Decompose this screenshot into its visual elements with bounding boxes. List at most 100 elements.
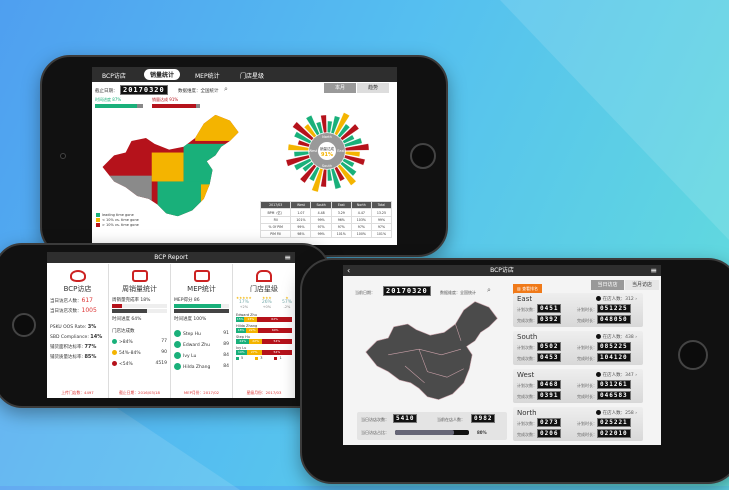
tab-today[interactable]: 当日访店 [591, 280, 624, 290]
star-person[interactable]: Hilda Zhang 18% 22% 60% [236, 324, 292, 333]
stores-rows: >84% 77 54%-84% 90 <54% 4519 [112, 339, 167, 367]
star-level: ★ 57% -2% [282, 296, 292, 309]
legend-label: leading time gone [102, 213, 134, 217]
tab-mep[interactable]: MEP统计 [195, 73, 220, 80]
tab-sales[interactable]: 销量统计 [144, 69, 181, 80]
stars-column[interactable]: 门店星级 ★★★★★ 17% +2% ★★★ 26% +0% ★ 57% -2% Edward … [233, 264, 295, 398]
visits-label: 当日访店次数： [361, 417, 389, 422]
avatar [174, 330, 181, 337]
home-button[interactable] [410, 143, 436, 169]
stores-row: 54%-84% 90 [112, 350, 167, 356]
radial-wedge[interactable] [344, 137, 363, 148]
star-person[interactable]: Step Hu 24% 22% 54% [236, 335, 292, 344]
radial-wedge[interactable] [327, 169, 333, 182]
bar-segment-3star: 23% [244, 317, 258, 322]
legend-label: 5 [241, 356, 244, 360]
radial-wedge[interactable] [293, 158, 312, 171]
weekly-column[interactable]: 周销量统计 周销量完成率 18% 时间进度 64% 门店达成数 >84% 77 54… [109, 264, 171, 398]
visits-value: 1005 [81, 307, 97, 314]
star-person[interactable]: Edward Zhu 15% 23% 62% [236, 313, 292, 322]
radial-wedge[interactable] [334, 166, 345, 182]
table-row: PIM Fill 98% 99% 101% 100% 101% [259, 230, 393, 238]
menu-icon[interactable]: ≡ [650, 266, 657, 275]
mep-person-row[interactable]: Ivy Lu 84 [174, 352, 229, 359]
tab-bcp-visit[interactable]: BCP访店 [102, 73, 126, 80]
radial-wedge[interactable] [330, 115, 341, 134]
mep-column[interactable]: MEP统计 MEP得分 86 时间进度 100% Step Hu 91 Edward… [171, 264, 233, 398]
date-label: 截止日期： [95, 89, 118, 94]
table-cell: 13.25 [370, 208, 393, 217]
region-card[interactable]: West 在店人数：347 › 计划次数： 0468 完成次数： 0391 计划… [513, 369, 643, 403]
radial-center-title: 销量达成 [320, 146, 334, 151]
mep-person-row[interactable]: Edward Zhu 89 [174, 341, 229, 348]
rank-button[interactable]: ▥ 查看排名 [513, 284, 543, 294]
visitors-value: 617 [81, 297, 93, 304]
menu-icon[interactable]: ≡ [284, 253, 291, 262]
plan-count-label: 计划次数： [517, 421, 537, 426]
radial-wedge[interactable] [340, 123, 360, 141]
bar-segment-1star: 54% [261, 350, 292, 355]
radial-wedge[interactable] [287, 143, 309, 151]
bcp-column[interactable]: BCP访店 当日访店人数：617 当日访店次数：1005 PSKU OOS Ra… [47, 264, 109, 398]
back-icon[interactable]: ‹ [347, 266, 351, 275]
region-card[interactable]: North 在店人数：258 › 计划次数： 0273 完成次数： 0206 计… [513, 407, 643, 441]
legend-item: < 10% vs. time gone [96, 218, 139, 223]
radial-wedge[interactable] [297, 139, 310, 148]
radial-wedge[interactable] [285, 154, 310, 167]
done-time-label: 完成时长： [577, 318, 597, 323]
region-name: South [517, 333, 538, 341]
tab-month[interactable]: 当月访店 [625, 280, 659, 290]
radial-wedge[interactable] [337, 123, 351, 138]
home-button[interactable] [678, 340, 708, 370]
dimension-label[interactable]: 数据维度：全国统计 [440, 290, 476, 295]
radial-wedge[interactable] [330, 168, 342, 190]
radial-wedge[interactable] [327, 120, 333, 133]
camera [60, 153, 66, 159]
radial-wedge[interactable] [340, 161, 357, 177]
radial-wedge[interactable] [293, 151, 309, 157]
plan-time-value: 051225 [597, 304, 631, 313]
radial-wedge[interactable] [293, 131, 312, 144]
bar-segment-3star: 22% [246, 328, 259, 333]
date-value[interactable]: 20170320 [120, 85, 168, 95]
dimension-label[interactable]: 数据维度：全国统计 [178, 89, 219, 94]
radial-wedge[interactable] [292, 121, 314, 141]
mep-person-row[interactable]: Step Hu 91 [174, 330, 229, 337]
radial-wedge[interactable] [345, 143, 370, 151]
table-cell: 99% [310, 230, 332, 238]
search-icon[interactable]: ⌕ [224, 85, 228, 93]
radial-wedge[interactable] [345, 151, 361, 157]
radial-wedge[interactable] [302, 161, 314, 172]
radial-wedge[interactable] [299, 164, 317, 184]
quadrant-north: North [322, 135, 332, 139]
radial-wedge[interactable] [342, 158, 355, 168]
radial-wedge[interactable] [309, 166, 320, 182]
radial-wedge[interactable] [311, 168, 324, 193]
stores-row-value: 77 [161, 339, 167, 344]
radial-wedge[interactable] [337, 164, 357, 186]
radial-sales-chart: North East South West 销量达成 91% [285, 112, 370, 193]
month-button[interactable]: 本月 [324, 83, 356, 93]
radial-wedge[interactable] [320, 114, 327, 133]
person-score: 84 [223, 353, 229, 358]
radial-wedge[interactable] [305, 115, 320, 136]
star-person[interactable]: Ivy Lu 19% 27% 54% [236, 346, 292, 355]
tab-store-stars[interactable]: 门店星级 [240, 73, 265, 80]
region-card[interactable]: East 在店人数：312 › 计划次数： 0451 完成次数： 0392 计划… [513, 293, 643, 327]
ratio-value: 80% [477, 430, 487, 435]
done-time-value: 022010 [597, 429, 631, 438]
radial-wedge[interactable] [342, 134, 355, 144]
radial-wedge[interactable] [315, 121, 324, 134]
region-card[interactable]: South 在店人数：438 › 计划次数： 0502 完成次数： 0453 计… [513, 331, 643, 365]
search-icon[interactable]: ⌕ [487, 286, 491, 294]
trend-button[interactable]: 趋势 [357, 83, 389, 93]
radial-wedge[interactable] [344, 154, 366, 166]
region-name: East [517, 295, 533, 303]
radial-wedge[interactable] [320, 169, 327, 188]
date-value[interactable]: 20170320 [383, 286, 431, 296]
radial-wedge[interactable] [334, 112, 350, 136]
radial-wedge[interactable] [303, 123, 317, 138]
home-button[interactable] [12, 313, 36, 337]
instore-count: 在店人数：258 [602, 411, 634, 416]
mep-person-row[interactable]: Hilda Zhang 84 [174, 363, 229, 370]
